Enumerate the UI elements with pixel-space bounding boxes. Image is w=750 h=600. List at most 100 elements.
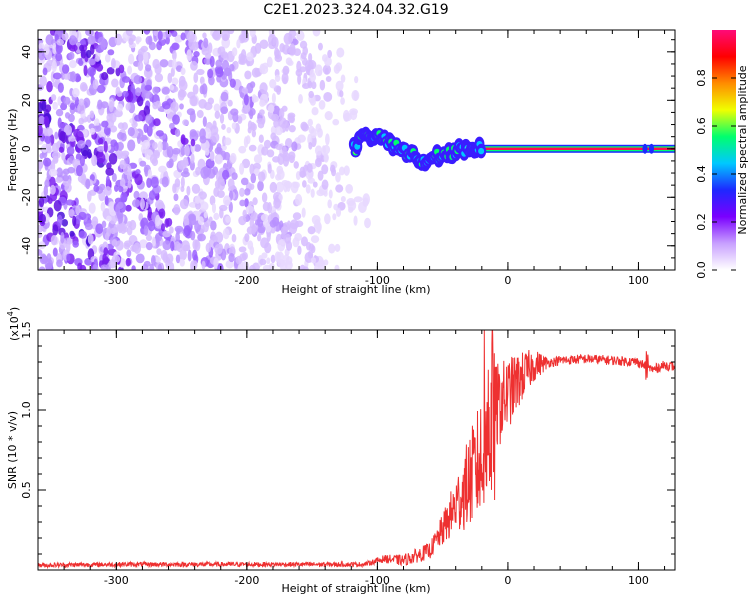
spectrogram-noise-cell (302, 266, 309, 270)
spectrogram-noise-cell (78, 230, 88, 239)
spectrogram-noise-cell (49, 184, 56, 195)
spectrogram-noise-cell (66, 253, 71, 262)
colorbar: 0.0 0.2 0.4 0.6 0.8 Normalized spectral ampl… (695, 30, 749, 279)
spectrogram-noise-cell (270, 132, 277, 141)
spectrogram-noise-cell (307, 118, 313, 127)
spectrogram-y-label: Frequency (Hz) (6, 109, 19, 192)
spectrogram-noise-cell (237, 263, 244, 270)
spectrogram-noise-cell (179, 198, 189, 210)
spectrogram-noise-cell (328, 243, 336, 254)
spectrogram-noise-cell (62, 73, 72, 80)
spectrogram-noise-cell (282, 155, 290, 167)
spectrogram-noise-cell (256, 118, 265, 125)
snr-frame (37, 329, 676, 571)
spectrogram-noise-cell (197, 233, 206, 242)
spectrogram-noise-cell (50, 235, 58, 246)
spectrogram-noise-cell (38, 196, 45, 208)
spectrogram-noise-cell (267, 163, 272, 174)
spectrogram-noise-cell (52, 42, 57, 55)
spectrogram-noise-cell (76, 140, 86, 149)
spectrogram-noise-cell (269, 181, 277, 193)
spectrogram-y-tick-label-0: -40 (20, 237, 33, 255)
spectrogram-noise-cell (269, 79, 277, 89)
spectrogram-noise-cell (324, 110, 333, 121)
spectrogram-noise-cell (71, 87, 80, 98)
spectrogram-noise-cell (275, 181, 284, 193)
spectrogram-noise-cell (241, 158, 251, 169)
spectrogram-noise-cell (145, 241, 153, 251)
snr-y-scale-exponent: 4 (6, 311, 15, 316)
spectrogram-noise-cell (105, 167, 115, 176)
snr-x-tick-label-0: -300 (104, 574, 129, 587)
spectrogram-noise-cell (334, 243, 341, 253)
spectrogram-noise-cell (106, 67, 115, 75)
spectrogram-noise-cell (137, 60, 144, 72)
spectrogram-noise-cell (348, 206, 354, 213)
spectrogram-noise-cell (135, 169, 141, 176)
spectrogram-noise-cell (178, 89, 187, 98)
spectrogram-noise-cell (105, 175, 110, 188)
spectrogram-noise-cell (167, 72, 173, 84)
spectrogram-noise-cell (155, 199, 164, 210)
spectrogram-noise-cell (150, 254, 156, 266)
spectrogram-noise-cell (139, 198, 145, 210)
spectrogram-noise-cell (172, 114, 180, 125)
spectrogram-noise-cell (103, 125, 111, 136)
spectrogram-noise-cell (211, 132, 220, 143)
spectrogram-noise-cell (214, 154, 224, 165)
spectrogram-noise-cell (289, 219, 299, 230)
spectrogram-noise-cell (151, 157, 159, 167)
spectrogram-noise-cell (61, 219, 69, 227)
spectrogram-noise-cell (38, 161, 43, 169)
spectrogram-noise-cell (216, 190, 225, 199)
spectrogram-noise-cell (178, 79, 188, 91)
spectrogram-noise-cell (44, 258, 53, 270)
spectrogram-noise-cell (175, 254, 181, 264)
spectrogram-noise-cell (340, 97, 345, 105)
spectrogram-noise-cell (335, 184, 344, 193)
spectrogram-noise-cell (182, 244, 191, 252)
spectrogram-noise-cell (68, 51, 75, 60)
spectrogram-noise-cell (201, 48, 210, 56)
spectrogram-noise-cell (127, 127, 135, 137)
spectrogram-noise-cell (122, 163, 132, 176)
spectrogram-noise-cell (84, 223, 93, 231)
spectrogram-noise-cell (263, 139, 272, 149)
spectrogram-noise-cell (125, 204, 132, 212)
spectrogram-x-tick-label-2: -100 (365, 274, 390, 287)
spectrogram-noise-cell (321, 179, 329, 190)
spectrogram-noise-cell (180, 32, 186, 41)
spectrogram-noise-cell (190, 153, 195, 164)
spectrogram-noise-cell (136, 132, 141, 145)
snr-x-tick-label-3: 0 (504, 574, 511, 587)
spectrogram-noise-cell (203, 37, 209, 49)
spectrogram-noise-cell (142, 139, 151, 150)
spectrogram-noise-cell (252, 197, 258, 206)
spectrogram-noise-cell (171, 77, 179, 86)
spectrogram-noise-cell (180, 185, 185, 193)
spectrogram-noise-cell (251, 94, 257, 103)
spectrogram-noise-cell (271, 113, 279, 122)
spectrogram-noise-cell (190, 138, 196, 147)
spectrogram-noise-cell (69, 59, 77, 69)
spectrogram-noise-cell (135, 87, 142, 97)
spectrogram-noise-cell (258, 134, 264, 144)
spectrogram-noise-cell (155, 214, 161, 227)
spectrogram-noise-cell (252, 162, 261, 171)
spectrogram-noise-cell (91, 216, 99, 227)
spectrogram-noise-cell (243, 94, 249, 106)
spectrogram-noise-cell (121, 122, 128, 131)
spectrogram-noise-cell (148, 190, 156, 201)
spectrogram-noise-cell (267, 33, 277, 46)
spectrogram-noise-cell (217, 46, 226, 56)
spectrogram-noise-cell (145, 114, 153, 124)
spectrogram-noise-cell (162, 102, 171, 110)
spectrogram-noise-cell (339, 90, 344, 98)
spectrogram-noise-cell (327, 49, 333, 59)
spectrogram-noise-cell (58, 146, 64, 153)
snr-x-tick-label-1: -200 (234, 574, 259, 587)
spectrogram-noise-cell (267, 104, 275, 113)
spectrogram-noise-cell (171, 30, 178, 37)
spectrogram-noise-cell (245, 205, 255, 214)
spectrogram-noise-cell (92, 78, 99, 90)
